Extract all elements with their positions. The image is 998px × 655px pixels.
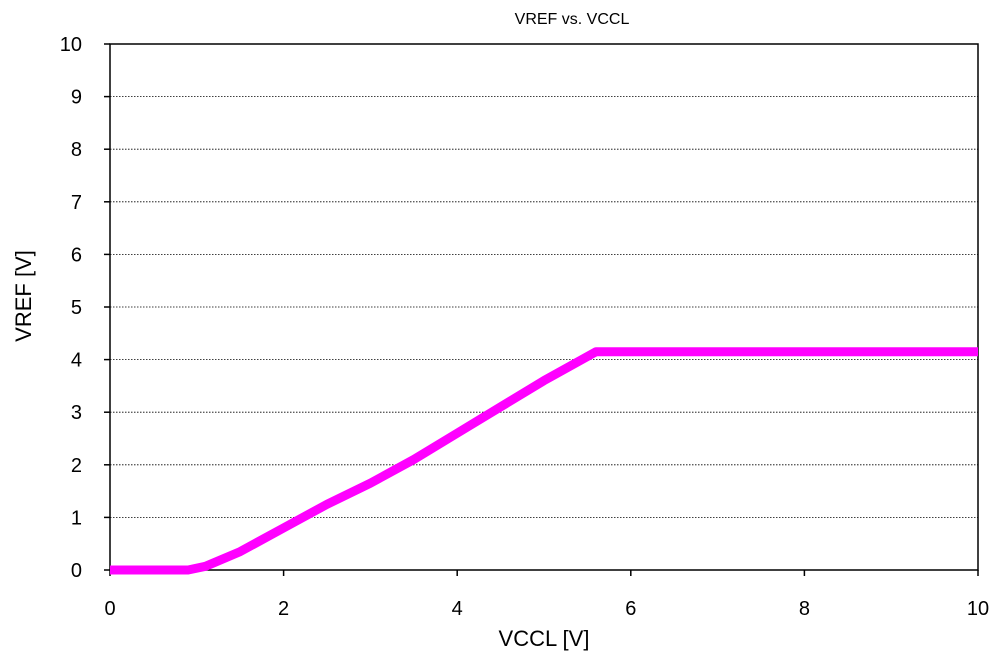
series-layer [110,347,978,575]
chart-title: VREF vs. VCCL [515,11,630,28]
y-tick-label-0: 0 [71,560,82,582]
x-tick-label-0: 0 [104,598,115,620]
x-tick-label-10: 10 [967,598,989,620]
grid-lines [110,96,978,518]
x-tick-label-8: 8 [799,598,810,620]
y-axis-label: VREF [V] [11,250,36,342]
x-axis-ticks: 0 2 4 6 8 10 [104,570,989,620]
y-tick-label-9: 9 [71,87,82,109]
y-tick-label-10: 10 [60,34,82,56]
y-tick-label-7: 7 [71,192,82,214]
x-tick-label-2: 2 [278,598,289,620]
y-tick-label-2: 2 [71,455,82,477]
y-tick-label-6: 6 [71,244,82,266]
y-tick-label-5: 5 [71,297,82,319]
y-tick-label-3: 3 [71,402,82,424]
y-axis-ticks: 0 1 2 3 4 5 6 7 8 9 10 [60,34,110,582]
x-tick-label-6: 6 [625,598,636,620]
x-tick-label-4: 4 [452,598,463,620]
x-axis-label: VCCL [V] [499,626,590,651]
y-tick-label-1: 1 [71,507,82,529]
series-line-0 [110,347,978,575]
y-tick-label-4: 4 [71,350,82,372]
y-tick-label-8: 8 [71,139,82,161]
